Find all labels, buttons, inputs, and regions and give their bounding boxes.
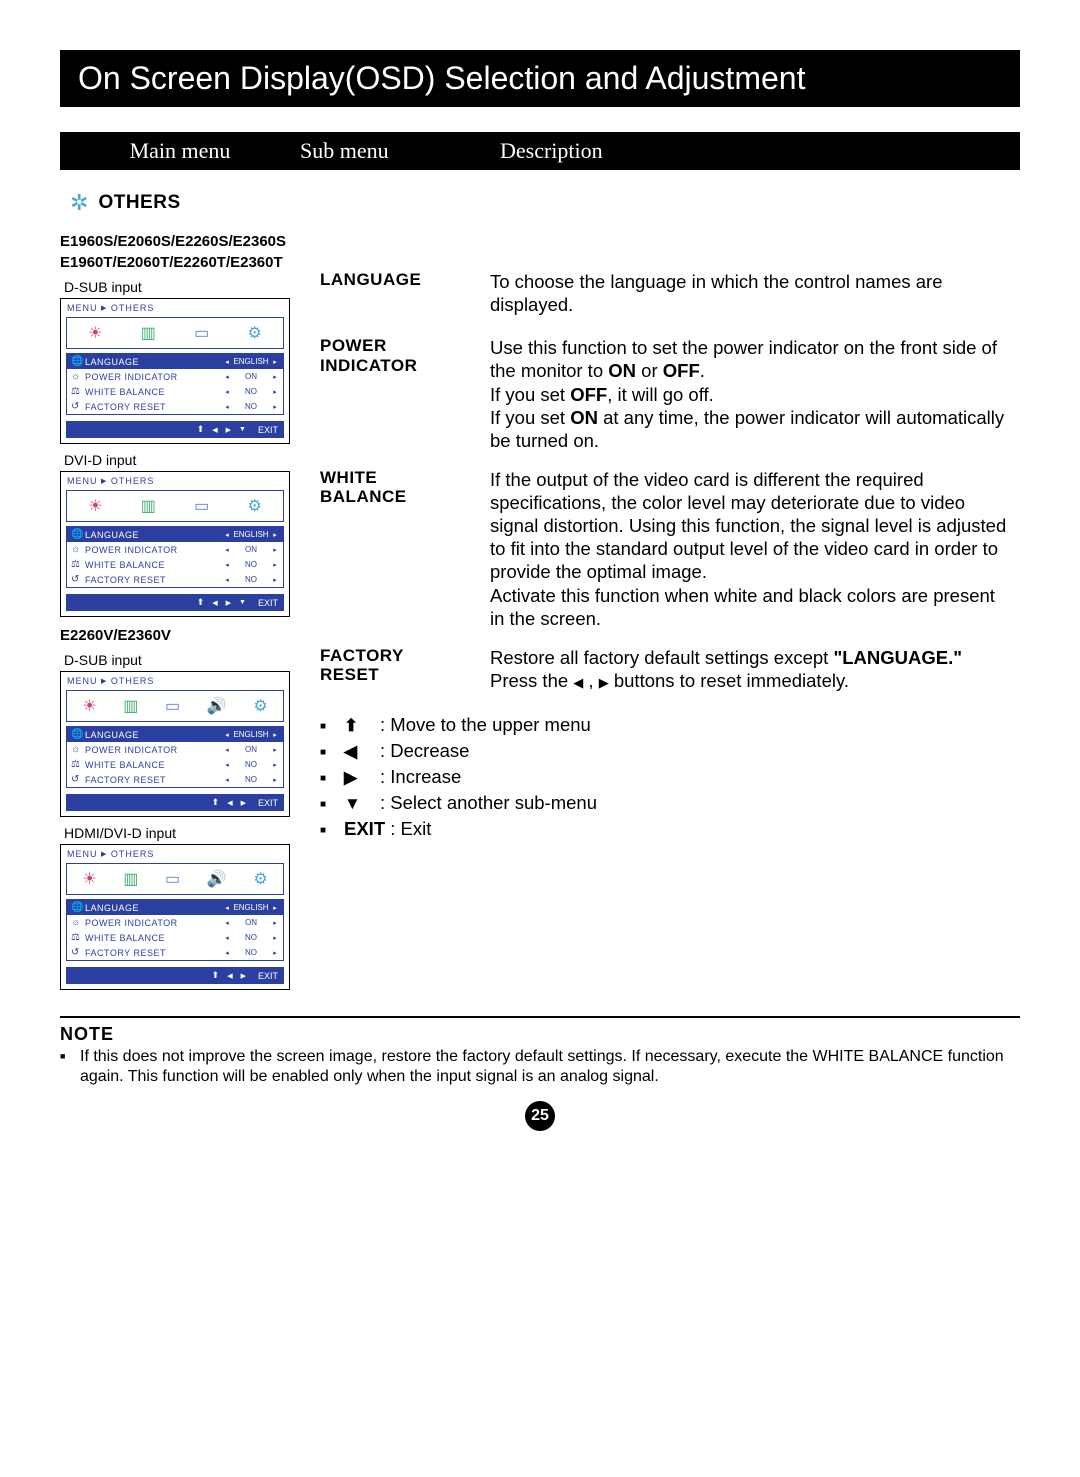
input-hdmi: HDMI/DVI-D input (64, 825, 320, 841)
desc-power: Use this function to set the power indic… (490, 336, 1020, 452)
header-sub: Sub menu (300, 132, 500, 170)
section-others: OTHERS (98, 192, 180, 214)
model-list-1b: E1960T/E2060T/E2260T/E2360T (60, 252, 320, 273)
submenu-white-1: WHITE (320, 468, 490, 488)
page-title: On Screen Display(OSD) Selection and Adj… (60, 50, 1020, 107)
header-desc: Description (500, 132, 1020, 170)
desc-white: If the output of the video card is diffe… (490, 468, 1020, 630)
note-title: NOTE (60, 1024, 1020, 1045)
input-dsub: D-SUB input (64, 279, 320, 295)
header-main: Main menu (60, 132, 300, 170)
osd-screenshot-3: MENU ▶ OTHERS☀▥▭🔊⚙🌐LANGUAGE◂ENGLISH▸☼POW… (60, 671, 290, 817)
osd-screenshot-4: MENU ▶ OTHERS☀▥▭🔊⚙🌐LANGUAGE◂ENGLISH▸☼POW… (60, 844, 290, 990)
desc-language: To choose the language in which the cont… (490, 270, 1010, 316)
note-body: ■ If this does not improve the screen im… (60, 1047, 1020, 1087)
submenu-factory-2: RESET (320, 665, 490, 685)
submenu-white-2: BALANCE (320, 487, 490, 507)
osd-screenshot-1: MENU ▶ OTHERS☀▥▭⚙🌐LANGUAGE◂ENGLISH▸☼POWE… (60, 298, 290, 444)
desc-factory: Restore all factory default settings exc… (490, 646, 1020, 692)
input-dsub2: D-SUB input (64, 652, 320, 668)
model-list-1a: E1960S/E2060S/E2260S/E2360S (60, 231, 320, 252)
input-dvid: DVI-D input (64, 452, 320, 468)
gear-icon: ✲ (70, 190, 88, 216)
submenu-language: LANGUAGE (320, 270, 490, 290)
submenu-power-1: POWER (320, 336, 490, 356)
submenu-power-2: INDICATOR (320, 356, 490, 376)
column-headers: Main menu Sub menu Description (60, 132, 1020, 170)
osd-screenshot-2: MENU ▶ OTHERS☀▥▭⚙🌐LANGUAGE◂ENGLISH▸☼POWE… (60, 471, 290, 617)
model-list-2: E2260V/E2360V (60, 625, 320, 646)
page-number: 25 (60, 1101, 1020, 1131)
nav-legend: ■⬆: Move to the upper menu ■◀: Decrease … (320, 712, 1020, 841)
submenu-factory-1: FACTORY (320, 646, 490, 666)
